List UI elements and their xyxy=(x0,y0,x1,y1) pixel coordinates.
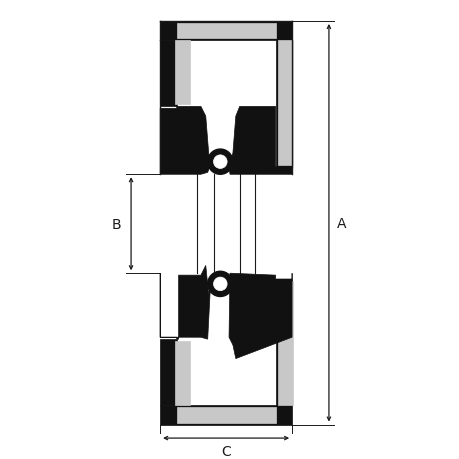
Polygon shape xyxy=(160,41,176,107)
Polygon shape xyxy=(275,41,291,167)
Text: B: B xyxy=(112,217,121,231)
Polygon shape xyxy=(277,41,292,165)
Polygon shape xyxy=(160,107,210,175)
Circle shape xyxy=(207,150,232,175)
Polygon shape xyxy=(160,266,210,339)
Polygon shape xyxy=(229,107,291,175)
Polygon shape xyxy=(160,339,176,405)
Polygon shape xyxy=(229,274,291,359)
Polygon shape xyxy=(174,341,190,405)
Text: A: A xyxy=(336,216,346,230)
Polygon shape xyxy=(160,22,291,41)
Polygon shape xyxy=(176,24,275,39)
Circle shape xyxy=(207,272,232,297)
Polygon shape xyxy=(160,405,291,425)
Polygon shape xyxy=(275,280,291,405)
Polygon shape xyxy=(176,407,275,423)
Polygon shape xyxy=(277,281,292,405)
Polygon shape xyxy=(174,41,190,105)
Circle shape xyxy=(213,156,227,169)
Text: C: C xyxy=(221,444,230,458)
Circle shape xyxy=(213,278,227,291)
